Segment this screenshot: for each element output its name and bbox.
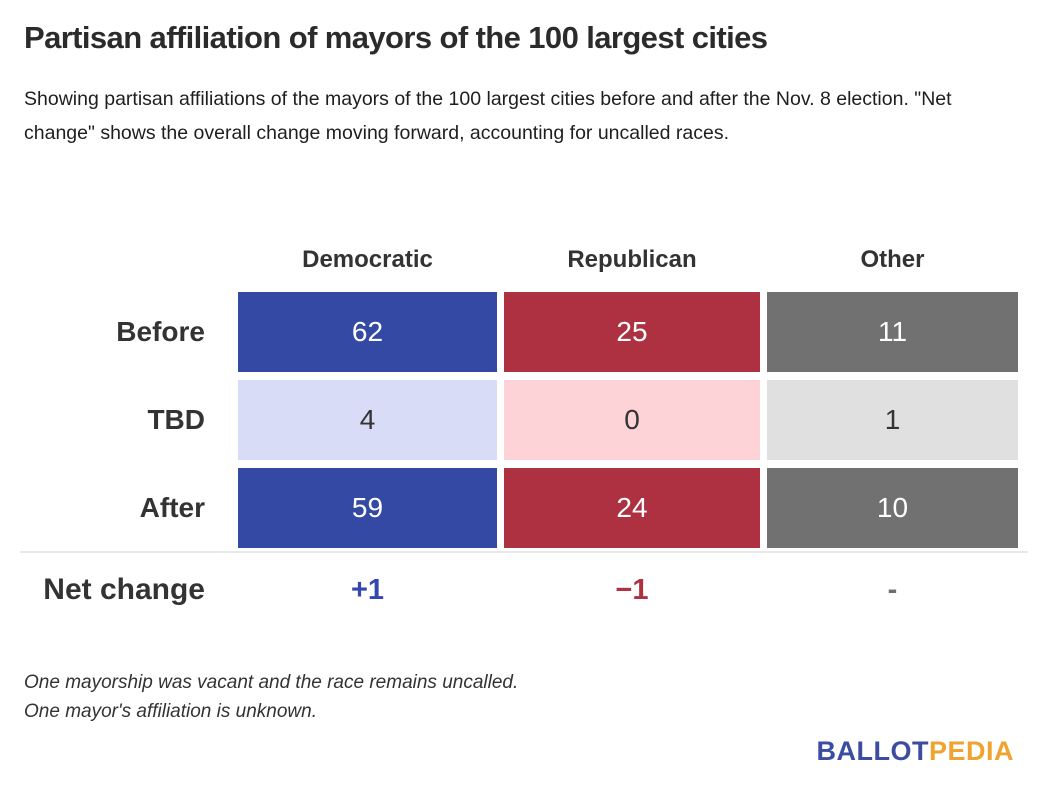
net-change-other: - <box>887 573 898 606</box>
cell-before-democratic: 62 <box>238 292 497 372</box>
cell-after-republican: 24 <box>504 468 760 548</box>
column-header-democratic: Democratic <box>302 246 433 273</box>
logo-pedia-text: PEDIA <box>928 736 1014 766</box>
column-header-other: Other <box>860 246 925 273</box>
divider-line <box>20 551 1028 553</box>
subtitle: Showing partisan affiliations of the may… <box>24 88 952 144</box>
net-change-republican: −1 <box>615 573 649 606</box>
cell-before-other: 11 <box>767 292 1018 372</box>
cell-tbd-other: 1 <box>767 380 1018 460</box>
cell-before-republican: 25 <box>504 292 760 372</box>
affiliation-table: Democratic Republican Other Before 62 25… <box>0 236 1018 548</box>
logo-ballot-text: BALLOT <box>816 736 929 766</box>
net-change-row: Net change +1 −1 - <box>0 560 1018 620</box>
row-label-after: After <box>139 492 205 523</box>
page-title: Partisan affiliation of mayors of the 10… <box>24 20 768 55</box>
row-label-net-change: Net change <box>43 573 205 606</box>
footnote-2: One mayor's affiliation is unknown. <box>24 701 317 722</box>
cell-after-other: 10 <box>767 468 1018 548</box>
row-label-before: Before <box>116 316 205 347</box>
footnote-1: One mayorship was vacant and the race re… <box>24 672 519 693</box>
cell-tbd-democratic: 4 <box>238 380 497 460</box>
cell-tbd-republican: 0 <box>504 380 760 460</box>
column-header-republican: Republican <box>567 246 697 273</box>
cell-after-democratic: 59 <box>238 468 497 548</box>
footnotes: One mayorship was vacant and the race re… <box>24 668 518 726</box>
row-label-tbd: TBD <box>147 404 205 435</box>
net-change-democratic: +1 <box>350 573 385 606</box>
ballotpedia-logo: BALLOTPEDIA <box>816 736 1014 767</box>
